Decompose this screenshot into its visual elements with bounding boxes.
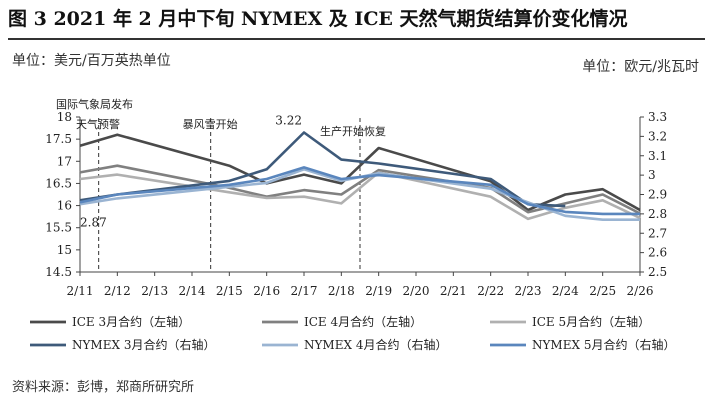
left-tick-label: 15.5 bbox=[45, 221, 72, 235]
right-tick-label: 2.5 bbox=[648, 265, 667, 279]
x-tick-label: 2/15 bbox=[216, 284, 243, 298]
x-tick-label: 2/26 bbox=[627, 284, 654, 298]
x-tick-label: 2/11 bbox=[67, 284, 94, 298]
legend-item: NYMEX 4月合约（右轴） bbox=[262, 337, 447, 352]
data-label: 3.22 bbox=[275, 114, 302, 128]
right-tick-label: 3.3 bbox=[648, 110, 667, 124]
legend-item: NYMEX 5月合约（右轴） bbox=[490, 337, 675, 352]
x-tick-label: 2/25 bbox=[589, 284, 616, 298]
title-rule bbox=[8, 38, 705, 40]
x-tick-label: 2/22 bbox=[477, 284, 504, 298]
series-line-4 bbox=[79, 131, 566, 208]
legend-label: NYMEX 3月合约（右轴） bbox=[72, 337, 215, 352]
x-tick-label: 2/16 bbox=[253, 284, 280, 298]
x-tick-label: 2/13 bbox=[141, 284, 168, 298]
x-tick-label: 2/20 bbox=[403, 284, 430, 298]
series-line-6 bbox=[79, 166, 640, 216]
left-tick-label: 18 bbox=[57, 110, 72, 124]
legend-item: ICE 4月合约（左轴） bbox=[262, 314, 422, 329]
legend-item: ICE 5月合约（左轴） bbox=[490, 314, 650, 329]
x-tick-label: 2/14 bbox=[179, 284, 206, 298]
x-tick-label: 2/18 bbox=[328, 284, 355, 298]
legend-label: NYMEX 4月合约（右轴） bbox=[304, 337, 447, 352]
axes: 14.5 15 15.5 16 16.5 17 17.5 18 2.5 2.6 2.7 2.8 2.9 3… bbox=[45, 110, 667, 298]
right-tick-label: 3.1 bbox=[648, 149, 667, 163]
legend-label: ICE 3月合约（左轴） bbox=[72, 314, 190, 329]
right-tick-label: 2.8 bbox=[648, 207, 667, 221]
annotation-label: 暴风雪开始 bbox=[183, 117, 238, 131]
legend-item: ICE 3月合约（左轴） bbox=[30, 314, 190, 329]
data-labels: 3.22 2.87 bbox=[80, 114, 302, 230]
left-tick-label: 15 bbox=[57, 243, 72, 257]
right-tick-label: 3 bbox=[648, 168, 656, 182]
annotation-label: 国际气象局发布 bbox=[56, 97, 133, 111]
chart-title: 图 3 2021 年 2 月中下旬 NYMEX 及 ICE 天然气期货结算价变化… bbox=[8, 8, 628, 30]
left-tick-label: 14.5 bbox=[45, 265, 72, 279]
source-note: 资料来源：彭博，郑商所研究所 bbox=[12, 380, 195, 395]
right-tick-label: 2.7 bbox=[648, 226, 667, 240]
legend-label: NYMEX 5月合约（右轴） bbox=[532, 337, 675, 352]
right-tick-label: 2.9 bbox=[648, 188, 667, 202]
x-tick-label: 2/24 bbox=[552, 284, 579, 298]
right-tick-label: 2.6 bbox=[648, 246, 667, 260]
left-tick-label: 17 bbox=[57, 154, 72, 168]
annotation-label: 生产开始恢复 bbox=[320, 124, 386, 138]
x-tick-label: 2/12 bbox=[104, 284, 131, 298]
legend-label: ICE 4月合约（左轴） bbox=[304, 314, 422, 329]
right-tick-label: 3.2 bbox=[648, 129, 667, 143]
annotation-label: 天气预警 bbox=[76, 117, 120, 131]
legend-item: NYMEX 3月合约（右轴） bbox=[30, 337, 215, 352]
x-tick-label: 2/17 bbox=[291, 284, 318, 298]
data-label: 2.87 bbox=[80, 215, 107, 229]
x-tick-label: 2/23 bbox=[515, 284, 542, 298]
right-axis-unit: 单位：欧元/兆瓦时 bbox=[582, 59, 699, 75]
x-tick-label: 2/19 bbox=[365, 284, 392, 298]
left-tick-label: 16 bbox=[57, 199, 72, 213]
series-line-1 bbox=[79, 133, 641, 212]
left-tick-label: 16.5 bbox=[45, 176, 72, 190]
legend-label: ICE 5月合约（左轴） bbox=[532, 314, 650, 329]
legend: ICE 3月合约（左轴） ICE 4月合约（左轴） ICE 5月合约（左轴） NYME… bbox=[30, 314, 675, 352]
series-lines bbox=[79, 131, 641, 221]
left-axis-unit: 单位：美元/百万英热单位 bbox=[12, 53, 171, 69]
left-tick-label: 17.5 bbox=[45, 132, 72, 146]
x-tick-label: 2/21 bbox=[440, 284, 467, 298]
